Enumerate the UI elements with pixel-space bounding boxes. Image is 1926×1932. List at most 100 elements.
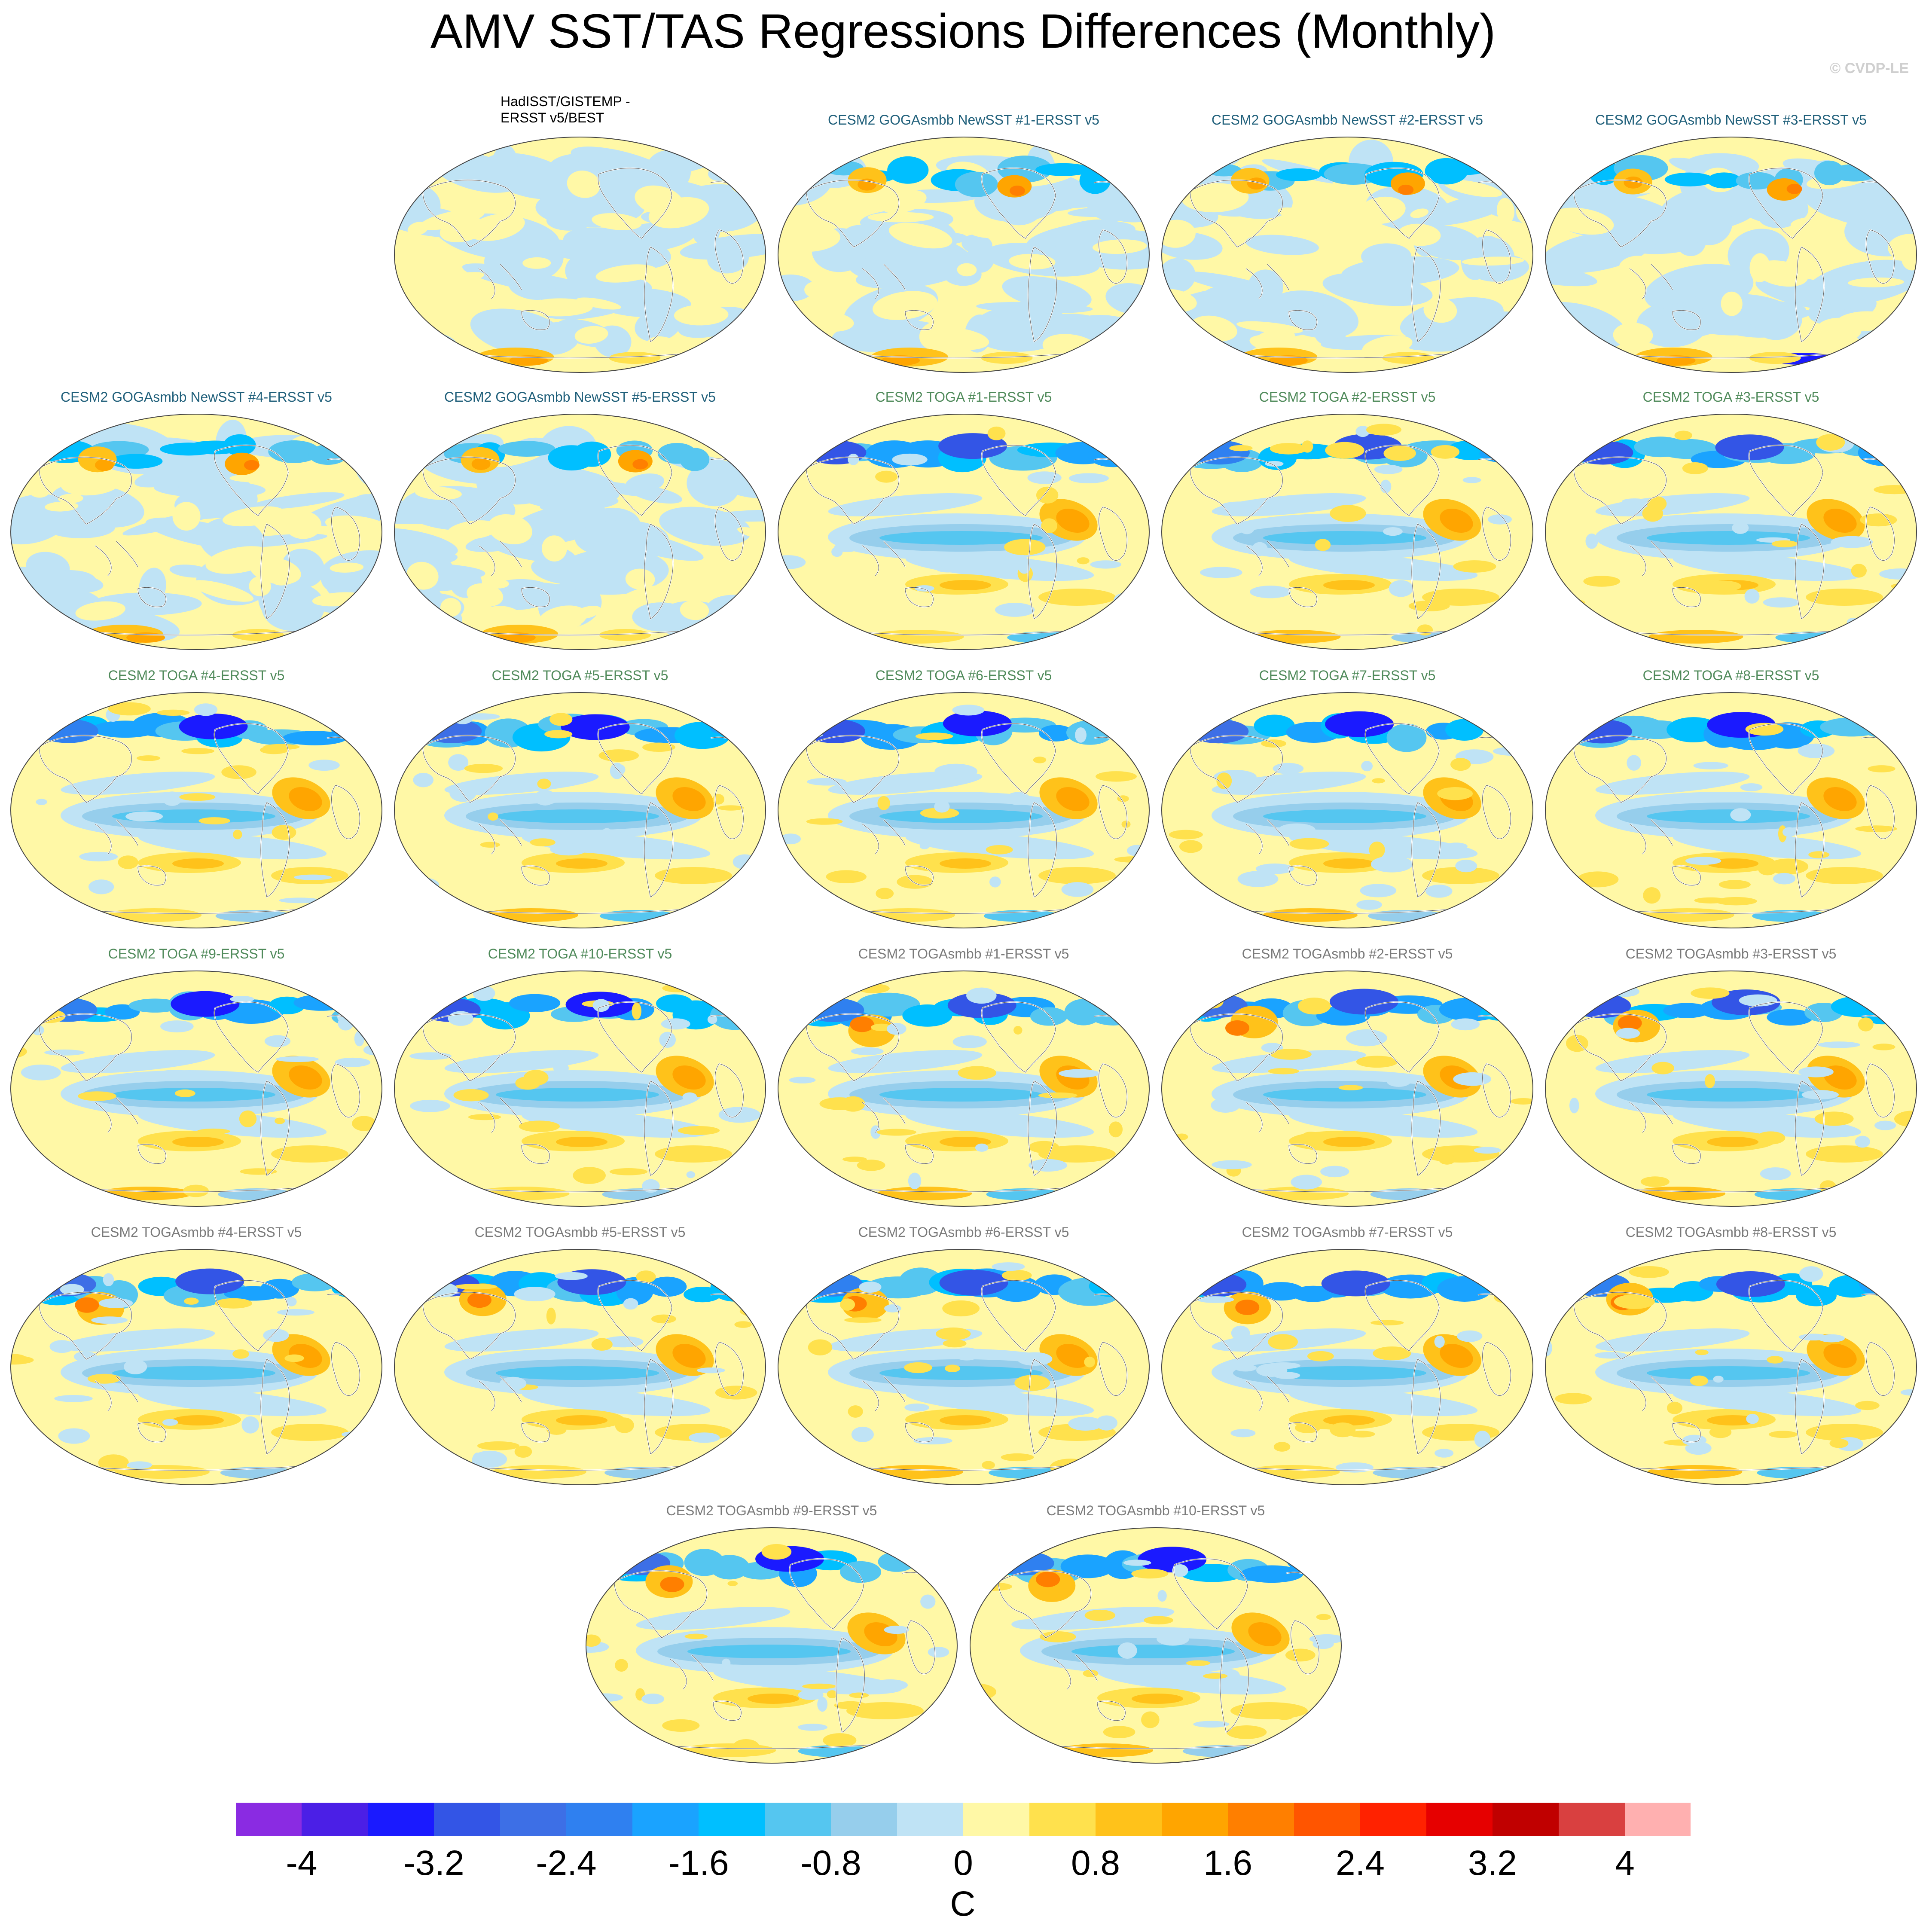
map-panel: CESM2 TOGA #5-ERSST v5 bbox=[387, 665, 773, 949]
map-panel: CESM2 TOGAsmbb #2-ERSST v5 bbox=[1154, 943, 1541, 1227]
colorbar-swatch bbox=[1625, 1802, 1691, 1837]
colorbar-tick-label: 1.6 bbox=[1203, 1843, 1252, 1883]
panel-title: CESM2 TOGAsmbb #4-ERSST v5 bbox=[91, 1224, 302, 1240]
world-map bbox=[394, 137, 766, 373]
colorbar-swatch bbox=[1559, 1802, 1625, 1837]
panel-title: CESM2 TOGA #4-ERSST v5 bbox=[108, 668, 285, 683]
colorbar-swatch bbox=[632, 1802, 699, 1837]
map-panel: CESM2 TOGAsmbb #6-ERSST v5 bbox=[770, 1222, 1157, 1505]
world-map bbox=[585, 1527, 958, 1764]
colorbar-tick-label: 3.2 bbox=[1468, 1843, 1517, 1883]
colorbar-swatch bbox=[500, 1802, 567, 1837]
world-map bbox=[10, 414, 383, 650]
panel-title: CESM2 TOGA #2-ERSST v5 bbox=[1259, 389, 1436, 405]
world-map bbox=[1544, 692, 1917, 928]
colorbar-swatch bbox=[1228, 1802, 1294, 1837]
world-map bbox=[777, 137, 1150, 373]
colorbar-swatch bbox=[1294, 1802, 1361, 1837]
colorbar-swatch bbox=[1096, 1802, 1162, 1837]
panel-title: CESM2 TOGA #7-ERSST v5 bbox=[1259, 668, 1436, 683]
panel-title: CESM2 TOGAsmbb #7-ERSST v5 bbox=[1242, 1224, 1453, 1240]
panel-title: CESM2 TOGA #9-ERSST v5 bbox=[108, 946, 285, 961]
world-map bbox=[1544, 1249, 1917, 1485]
map-panel: CESM2 TOGA #4-ERSST v5 bbox=[3, 665, 390, 949]
world-map bbox=[777, 1249, 1150, 1485]
colorbar-swatch bbox=[699, 1802, 765, 1837]
colorbar bbox=[235, 1802, 1691, 1837]
map-panel: HadISST/GISTEMP - ERSST v5/BEST bbox=[387, 94, 773, 393]
panel-title: CESM2 TOGA #8-ERSST v5 bbox=[1642, 668, 1819, 683]
colorbar-swatch bbox=[368, 1802, 434, 1837]
map-panel: CESM2 TOGAsmbb #9-ERSST v5 bbox=[578, 1500, 965, 1784]
panel-title: CESM2 TOGA #1-ERSST v5 bbox=[875, 389, 1052, 405]
map-panel: CESM2 TOGAsmbb #3-ERSST v5 bbox=[1538, 943, 1924, 1227]
map-panel: CESM2 TOGAsmbb #5-ERSST v5 bbox=[387, 1222, 773, 1505]
map-panel: CESM2 TOGA #8-ERSST v5 bbox=[1538, 665, 1924, 949]
world-map bbox=[1544, 971, 1917, 1207]
map-panel: CESM2 TOGAsmbb #4-ERSST v5 bbox=[3, 1222, 390, 1505]
world-map bbox=[777, 692, 1150, 928]
world-map bbox=[969, 1527, 1342, 1764]
world-map bbox=[10, 692, 383, 928]
panel-title: CESM2 TOGA #5-ERSST v5 bbox=[491, 668, 668, 683]
map-panel: CESM2 TOGAsmbb #8-ERSST v5 bbox=[1538, 1222, 1924, 1505]
map-panel: CESM2 TOGA #2-ERSST v5 bbox=[1154, 387, 1541, 670]
colorbar-tick-label: 0.8 bbox=[1071, 1843, 1120, 1883]
map-panel: CESM2 GOGAsmbb NewSST #2-ERSST v5 bbox=[1154, 110, 1541, 393]
panel-title: CESM2 TOGAsmbb #5-ERSST v5 bbox=[474, 1224, 686, 1240]
colorbar-swatch bbox=[1426, 1802, 1493, 1837]
colorbar-unit: C bbox=[950, 1884, 976, 1923]
world-map bbox=[394, 692, 766, 928]
map-panel: CESM2 TOGA #9-ERSST v5 bbox=[3, 943, 390, 1227]
world-map bbox=[1544, 137, 1917, 373]
panel-title: CESM2 TOGAsmbb #3-ERSST v5 bbox=[1625, 946, 1837, 961]
colorbar-swatch bbox=[566, 1802, 633, 1837]
map-panel: CESM2 GOGAsmbb NewSST #1-ERSST v5 bbox=[770, 110, 1157, 393]
panel-title: CESM2 GOGAsmbb NewSST #2-ERSST v5 bbox=[1212, 112, 1483, 128]
map-panel: CESM2 TOGA #6-ERSST v5 bbox=[770, 665, 1157, 949]
world-map bbox=[1161, 692, 1534, 928]
map-panel: CESM2 GOGAsmbb NewSST #4-ERSST v5 bbox=[3, 387, 390, 670]
panel-title: CESM2 GOGAsmbb NewSST #5-ERSST v5 bbox=[444, 389, 716, 405]
panel-title: CESM2 TOGAsmbb #1-ERSST v5 bbox=[858, 946, 1069, 961]
colorbar-swatch bbox=[434, 1802, 501, 1837]
colorbar-swatch bbox=[1493, 1802, 1559, 1837]
colorbar-swatch bbox=[765, 1802, 831, 1837]
world-map bbox=[10, 1249, 383, 1485]
map-panel: CESM2 TOGAsmbb #7-ERSST v5 bbox=[1154, 1222, 1541, 1505]
colorbar-swatch bbox=[1029, 1802, 1096, 1837]
colorbar-tick-label: -2.4 bbox=[536, 1843, 597, 1883]
colorbar-swatch bbox=[302, 1802, 368, 1837]
panel-title: CESM2 TOGAsmbb #2-ERSST v5 bbox=[1242, 946, 1453, 961]
colorbar-tick-label: -0.8 bbox=[800, 1843, 861, 1883]
panel-title: CESM2 GOGAsmbb NewSST #4-ERSST v5 bbox=[61, 389, 332, 405]
colorbar-swatch bbox=[235, 1802, 302, 1837]
colorbar-tick-label: 4 bbox=[1615, 1843, 1635, 1883]
figure-title: AMV SST/TAS Regressions Differences (Mon… bbox=[430, 4, 1496, 58]
world-map bbox=[1161, 137, 1534, 373]
map-panel: CESM2 TOGA #3-ERSST v5 bbox=[1538, 387, 1924, 670]
map-panel: CESM2 GOGAsmbb NewSST #5-ERSST v5 bbox=[387, 387, 773, 670]
world-map bbox=[10, 971, 383, 1207]
map-panel: CESM2 GOGAsmbb NewSST #3-ERSST v5 bbox=[1538, 110, 1924, 393]
colorbar-swatch bbox=[963, 1802, 1030, 1837]
colorbar-swatch bbox=[1360, 1802, 1427, 1837]
world-map bbox=[394, 414, 766, 650]
panel-title: CESM2 TOGAsmbb #8-ERSST v5 bbox=[1625, 1224, 1837, 1240]
panel-title: CESM2 GOGAsmbb NewSST #1-ERSST v5 bbox=[828, 112, 1099, 128]
world-map bbox=[1161, 414, 1534, 650]
colorbar-tick-label: -1.6 bbox=[668, 1843, 729, 1883]
map-panel: CESM2 TOGA #1-ERSST v5 bbox=[770, 387, 1157, 670]
colorbar-tick-label: -4 bbox=[286, 1843, 317, 1883]
map-panel: CESM2 TOGA #7-ERSST v5 bbox=[1154, 665, 1541, 949]
colorbar-swatch bbox=[1162, 1802, 1228, 1837]
colorbar-swatch bbox=[831, 1802, 897, 1837]
colorbar-tick-label: 0 bbox=[953, 1843, 973, 1883]
panel-title: CESM2 TOGAsmbb #6-ERSST v5 bbox=[858, 1224, 1069, 1240]
colorbar-tick-label: 2.4 bbox=[1336, 1843, 1385, 1883]
world-map bbox=[1161, 971, 1534, 1207]
world-map bbox=[394, 971, 766, 1207]
colorbar-swatch bbox=[897, 1802, 964, 1837]
panel-title: CESM2 GOGAsmbb NewSST #3-ERSST v5 bbox=[1595, 112, 1867, 128]
panel-title: CESM2 TOGA #3-ERSST v5 bbox=[1642, 389, 1819, 405]
